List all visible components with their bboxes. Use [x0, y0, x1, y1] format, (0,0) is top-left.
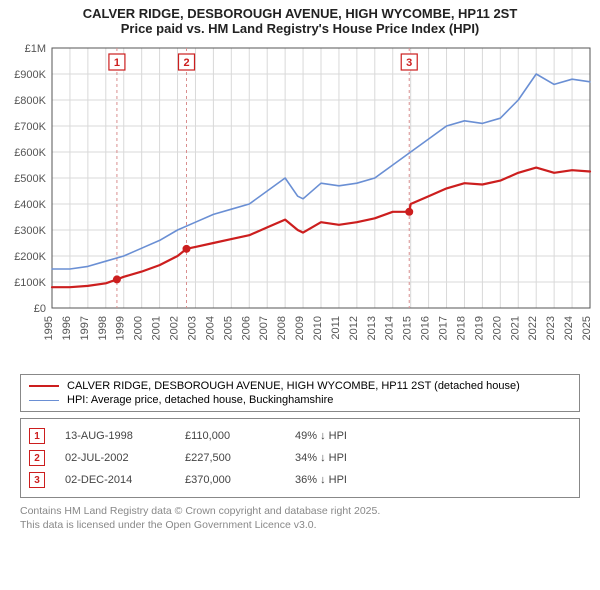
svg-text:1995: 1995: [43, 316, 55, 340]
title-line-2: Price paid vs. HM Land Registry's House …: [10, 21, 590, 36]
chart-container: CALVER RIDGE, DESBOROUGH AVENUE, HIGH WY…: [0, 0, 600, 540]
svg-text:£0: £0: [34, 303, 46, 315]
sale-date: 13-AUG-1998: [65, 430, 165, 442]
sale-marker: 1: [29, 428, 45, 444]
sale-hpi-delta: 36% ↓ HPI: [295, 474, 571, 486]
svg-text:2001: 2001: [151, 316, 163, 340]
svg-text:£200K: £200K: [14, 251, 46, 263]
svg-text:2020: 2020: [491, 316, 503, 340]
svg-text:2014: 2014: [384, 316, 396, 340]
svg-text:3: 3: [406, 57, 412, 69]
svg-text:£900K: £900K: [14, 69, 46, 81]
svg-text:2006: 2006: [240, 316, 252, 340]
price-chart: £0 £100K £200K £300K £400K £500K £600K £700K £80…: [0, 38, 600, 368]
title-line-1: CALVER RIDGE, DESBOROUGH AVENUE, HIGH WY…: [10, 6, 590, 21]
sale-row: 3 02-DEC-2014 £370,000 36% ↓ HPI: [29, 469, 571, 491]
svg-text:£800K: £800K: [14, 95, 46, 107]
sale-row: 1 13-AUG-1998 £110,000 49% ↓ HPI: [29, 425, 571, 447]
sale-row: 2 02-JUL-2002 £227,500 34% ↓ HPI: [29, 447, 571, 469]
svg-text:1: 1: [114, 57, 120, 69]
svg-text:2017: 2017: [438, 316, 450, 340]
svg-text:£100K: £100K: [14, 277, 46, 289]
legend: CALVER RIDGE, DESBOROUGH AVENUE, HIGH WY…: [20, 374, 580, 412]
svg-text:2010: 2010: [312, 316, 324, 340]
svg-text:£300K: £300K: [14, 225, 46, 237]
svg-text:2025: 2025: [581, 316, 593, 340]
svg-text:2007: 2007: [258, 316, 270, 340]
legend-row: CALVER RIDGE, DESBOROUGH AVENUE, HIGH WY…: [29, 379, 571, 393]
svg-text:2008: 2008: [276, 316, 288, 340]
legend-swatch: [29, 400, 59, 401]
svg-text:2003: 2003: [186, 316, 198, 340]
svg-text:2019: 2019: [473, 316, 485, 340]
legend-label: CALVER RIDGE, DESBOROUGH AVENUE, HIGH WY…: [67, 380, 520, 392]
svg-text:2024: 2024: [563, 316, 575, 340]
attribution: Contains HM Land Registry data © Crown c…: [20, 504, 580, 540]
svg-text:2012: 2012: [348, 316, 360, 340]
svg-text:2: 2: [183, 57, 189, 69]
svg-text:2000: 2000: [133, 316, 145, 340]
sale-marker: 3: [29, 472, 45, 488]
svg-text:£700K: £700K: [14, 121, 46, 133]
sale-price: £227,500: [185, 452, 275, 464]
svg-text:2023: 2023: [545, 316, 557, 340]
sale-hpi-delta: 34% ↓ HPI: [295, 452, 571, 464]
sale-marker: 2: [29, 450, 45, 466]
attribution-line-1: Contains HM Land Registry data © Crown c…: [20, 504, 580, 518]
svg-text:1997: 1997: [79, 316, 91, 340]
svg-text:£1M: £1M: [25, 43, 46, 55]
svg-text:2022: 2022: [527, 316, 539, 340]
chart-titles: CALVER RIDGE, DESBOROUGH AVENUE, HIGH WY…: [0, 0, 600, 38]
svg-text:£400K: £400K: [14, 199, 46, 211]
svg-text:2015: 2015: [402, 316, 414, 340]
svg-text:2018: 2018: [455, 316, 467, 340]
attribution-line-2: This data is licensed under the Open Gov…: [20, 518, 580, 532]
sale-price: £370,000: [185, 474, 275, 486]
sale-price: £110,000: [185, 430, 275, 442]
legend-row: HPI: Average price, detached house, Buck…: [29, 393, 571, 407]
svg-text:1998: 1998: [97, 316, 109, 340]
svg-text:2013: 2013: [366, 316, 378, 340]
sale-date: 02-DEC-2014: [65, 474, 165, 486]
legend-swatch: [29, 385, 59, 387]
svg-text:2002: 2002: [169, 316, 181, 340]
sales-table: 1 13-AUG-1998 £110,000 49% ↓ HPI 2 02-JUL-200…: [20, 418, 580, 498]
svg-text:£600K: £600K: [14, 147, 46, 159]
sale-date: 02-JUL-2002: [65, 452, 165, 464]
svg-text:1996: 1996: [61, 316, 73, 340]
svg-text:£500K: £500K: [14, 173, 46, 185]
svg-text:2021: 2021: [509, 316, 521, 340]
svg-text:2011: 2011: [330, 316, 342, 340]
svg-text:1999: 1999: [115, 316, 127, 340]
sale-hpi-delta: 49% ↓ HPI: [295, 430, 571, 442]
svg-text:2009: 2009: [294, 316, 306, 340]
svg-text:2016: 2016: [420, 316, 432, 340]
svg-text:2005: 2005: [222, 316, 234, 340]
svg-text:2004: 2004: [204, 316, 216, 340]
legend-label: HPI: Average price, detached house, Buck…: [67, 394, 333, 406]
